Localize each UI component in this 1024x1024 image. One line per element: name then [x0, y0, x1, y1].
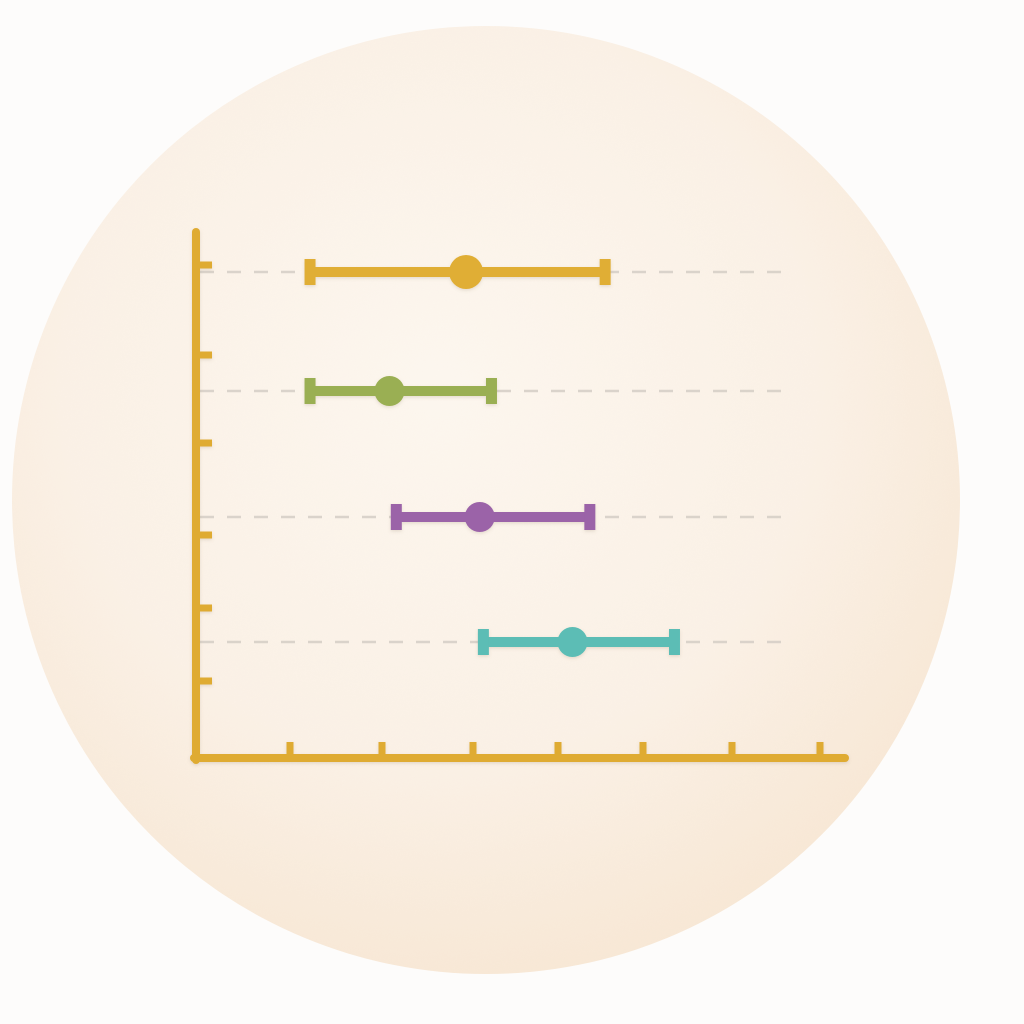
axes	[190, 228, 849, 764]
point-marker-group-c	[464, 502, 495, 532]
point-marker-group-d	[557, 627, 588, 657]
data-series-group-a[interactable]	[304, 255, 611, 289]
data-series-group-d[interactable]	[477, 627, 680, 657]
data-series-group-b[interactable]	[304, 376, 497, 406]
gridlines	[200, 270, 792, 644]
x-axis-ticks	[286, 742, 824, 758]
data-series-group-c[interactable]	[390, 502, 596, 532]
point-marker-group-a	[449, 255, 484, 289]
y-axis-ticks	[196, 261, 212, 685]
background-circle	[12, 26, 960, 974]
point-marker-group-b	[374, 376, 405, 406]
